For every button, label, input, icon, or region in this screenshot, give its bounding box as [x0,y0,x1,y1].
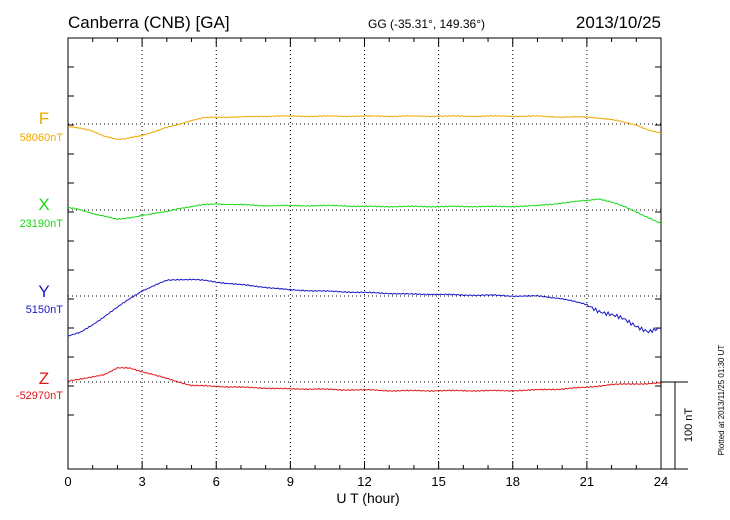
coordinates-label: GG (-35.31°, 149.36°) [368,17,485,31]
date-label: 2013/10/25 [576,13,661,32]
x-tick-label: 3 [139,474,146,489]
x-tick-label: 15 [431,474,445,489]
series-y-baseline-label: 5150nT [26,304,64,316]
scale-bar-label: 100 nT [683,408,695,443]
x-tick-label: 18 [506,474,520,489]
series-z-line [67,366,662,393]
series-y-line [67,278,662,337]
tick-layer [67,38,662,469]
grid-layer [68,38,661,469]
x-tick-label: 21 [580,474,594,489]
series-z-name: Z [39,369,49,388]
series-x-name: X [38,195,49,214]
x-tick-label: 6 [213,474,220,489]
plotted-at-note: Plotted at 2013/11/25 01:30 UT [717,345,726,456]
series-f-name: F [39,109,49,128]
series-y-name: Y [38,282,49,301]
x-axis-title: U T (hour) [336,490,399,506]
scale-bar: 100 nT [661,381,695,470]
series-f-baseline-label: 58060nT [20,132,64,144]
series-z-baseline-label: -52970nT [16,390,63,402]
series-f-line [67,114,662,141]
curve-layer [67,114,662,393]
series-x-baseline-label: 23190nT [20,218,64,230]
x-tick-label: 9 [287,474,294,489]
x-tick-label: 24 [654,474,668,489]
station-title: Canberra (CNB) [GA] [68,13,230,32]
x-tick-label: 12 [357,474,371,489]
label-layer: 0 3 6 9 12 15 18 21 24 F 58060nT X 23190nT Y 5150nT Z -5… [16,109,668,489]
series-x-line [67,198,662,225]
x-tick-label: 0 [64,474,71,489]
